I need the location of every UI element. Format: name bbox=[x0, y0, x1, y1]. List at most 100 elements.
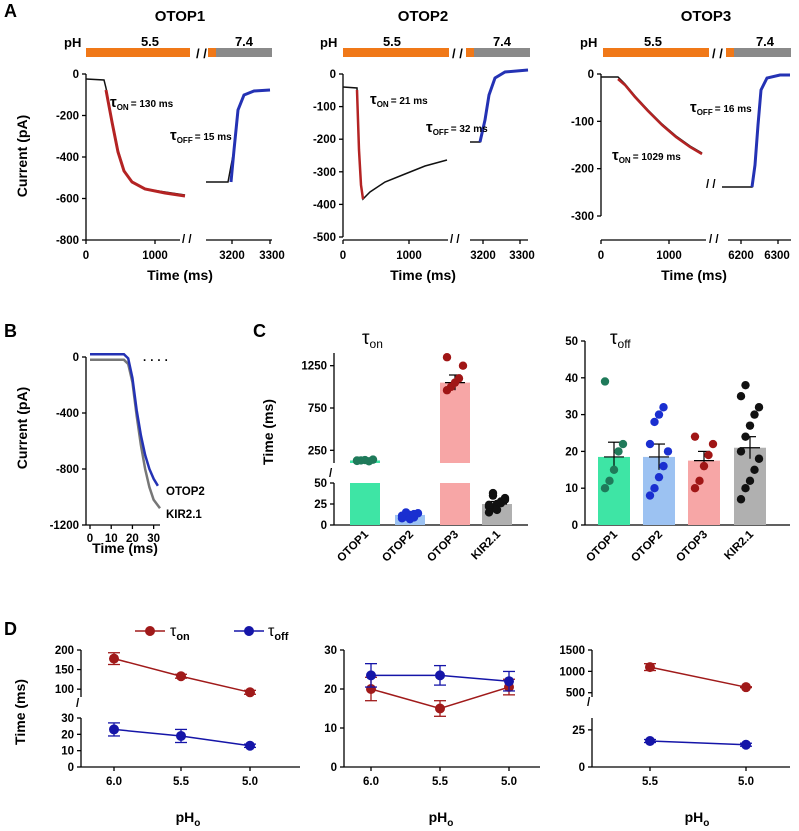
tau-off-annotation: τOFF = 15 ms bbox=[170, 127, 232, 145]
x-tick-label: 3200 bbox=[219, 250, 245, 262]
tau-off-fit bbox=[478, 68, 529, 143]
ph74-label: 7.4 bbox=[493, 34, 512, 49]
bar-otop3 bbox=[688, 460, 720, 525]
y-tick-label: 750 bbox=[308, 403, 327, 415]
data-point bbox=[504, 676, 514, 687]
y-tick-label: 10 bbox=[565, 483, 578, 495]
panel-b: 0 -400 -800 -1200 Current (pA) 0 10 20 30 Time… bbox=[14, 352, 205, 556]
data-point bbox=[442, 353, 452, 362]
y-tick-label: 1000 bbox=[559, 666, 585, 678]
data-point bbox=[176, 671, 186, 682]
y-tick-label: 0 bbox=[330, 69, 336, 81]
data-point bbox=[741, 380, 750, 390]
panel-d3: / 0 25 500 1000 1500 5.5 5.0 bbox=[559, 645, 790, 788]
y-tick-label: -800 bbox=[56, 464, 79, 476]
y-axis-label: Current (pA) bbox=[14, 115, 30, 197]
x-tick-label: 3200 bbox=[470, 250, 496, 262]
y-tick-label: 0 bbox=[73, 69, 79, 81]
ph55-bar bbox=[603, 48, 709, 57]
data-point bbox=[645, 736, 655, 747]
ph55-label: 5.5 bbox=[644, 34, 662, 49]
data-point bbox=[750, 465, 759, 474]
y-tick-label: 0 bbox=[321, 520, 327, 532]
y-axis-label: Current (pA) bbox=[14, 387, 30, 469]
tau-on-annotation: τON = 21 ms bbox=[370, 91, 428, 109]
x-tick-label: KIR2.1 bbox=[469, 528, 503, 562]
data-point bbox=[690, 484, 700, 493]
data-point bbox=[704, 450, 713, 460]
tau-off-fit bbox=[229, 88, 271, 183]
d2-x-axis-label: pHo bbox=[429, 809, 454, 829]
x-tick-label: 5.0 bbox=[242, 776, 258, 788]
y-tick-label: 50 bbox=[314, 478, 327, 490]
data-point bbox=[609, 465, 619, 474]
x-tick-label: 1000 bbox=[656, 250, 682, 262]
x-break: / / bbox=[450, 234, 460, 246]
data-point bbox=[741, 739, 751, 750]
x-tick-label: 5.0 bbox=[738, 776, 754, 788]
current-trace-off bbox=[722, 74, 790, 188]
data-point bbox=[409, 509, 419, 519]
tau-on-title: τon bbox=[362, 328, 383, 351]
data-point bbox=[109, 724, 119, 735]
tau-on-annotation: τON = 130 ms bbox=[110, 94, 174, 112]
x-tick-label: 0 bbox=[87, 533, 93, 545]
data-point bbox=[401, 508, 411, 517]
x-tick-label: 5.0 bbox=[501, 776, 517, 788]
data-point bbox=[699, 461, 709, 471]
y-tick-label: 40 bbox=[565, 373, 578, 385]
y-tick-label: 0 bbox=[588, 69, 594, 81]
y-axis: 0 -400 -800 -1200 bbox=[50, 352, 87, 532]
y-tick-label: -400 bbox=[56, 408, 79, 420]
data-point bbox=[368, 455, 378, 464]
x-tick-label: 0 bbox=[83, 250, 89, 262]
ph-label: pH bbox=[64, 35, 81, 50]
panel-letter-c: C bbox=[253, 321, 266, 341]
data-point bbox=[663, 447, 673, 456]
data-point bbox=[736, 392, 746, 401]
x-tick-label: 3300 bbox=[509, 250, 535, 262]
y-tick-label: 10 bbox=[324, 723, 337, 735]
tau-on-annotation: τON = 1029 ms bbox=[612, 147, 681, 165]
data-point bbox=[458, 361, 468, 370]
trace-break: / / bbox=[706, 179, 716, 191]
x-axis-label: Time (ms) bbox=[92, 540, 158, 556]
x-tick-label: KIR2.1 bbox=[722, 528, 756, 562]
x-tick-label: 0 bbox=[340, 250, 346, 262]
data-point bbox=[600, 377, 610, 386]
data-point bbox=[654, 410, 664, 419]
ph55-bar bbox=[86, 48, 190, 57]
data-point bbox=[650, 417, 659, 427]
y-tick-label: 1250 bbox=[301, 361, 327, 373]
x-tick-label: 5.5 bbox=[432, 776, 449, 788]
x-tick-label: 30 bbox=[147, 533, 160, 545]
y-tick-label: 200 bbox=[55, 645, 74, 657]
y-tick-label: 1500 bbox=[559, 645, 585, 657]
break-mark: / / bbox=[196, 46, 207, 61]
data-point bbox=[659, 403, 668, 412]
data-point bbox=[741, 484, 750, 493]
bar-otop3 bbox=[440, 483, 470, 525]
legend-toff-marker bbox=[244, 626, 254, 636]
data-point bbox=[745, 476, 755, 486]
x-tick-label: OTOP1 bbox=[584, 528, 620, 564]
x-tick-label: OTOP1 bbox=[335, 528, 371, 564]
data-point bbox=[614, 447, 623, 456]
y-tick-label: 50 bbox=[565, 336, 578, 348]
data-point bbox=[618, 439, 628, 449]
bar-plot: / 0 25 50 250 750 1250 OTOP1 OTOP2 OTOP3 KIR2.1 bbox=[301, 353, 528, 565]
panel-a2: OTOP2 pH 5.5 / / 7.4 0 -100 -200 -300 -400 -5… bbox=[313, 8, 535, 283]
y-tick-label: 25 bbox=[314, 499, 327, 511]
data-point bbox=[435, 670, 445, 681]
y-tick-label: 0 bbox=[331, 762, 337, 774]
data-point bbox=[500, 493, 510, 503]
panel-c2: τoff 0 10 20 30 40 50 OTOP1 OTOP2 OTOP3 KIR2.1 bbox=[565, 328, 790, 565]
x-tick-label: 3300 bbox=[259, 250, 285, 262]
data-point bbox=[605, 476, 614, 486]
data-point bbox=[600, 484, 610, 493]
x-tick-label: 20 bbox=[126, 533, 139, 545]
x-tick-label: 5.5 bbox=[173, 776, 190, 788]
ph-label: pH bbox=[320, 35, 337, 50]
panel-c1: τon Time (ms) / 0 25 50 250 750 1250 OTOP1 OTOP2… bbox=[260, 328, 528, 565]
